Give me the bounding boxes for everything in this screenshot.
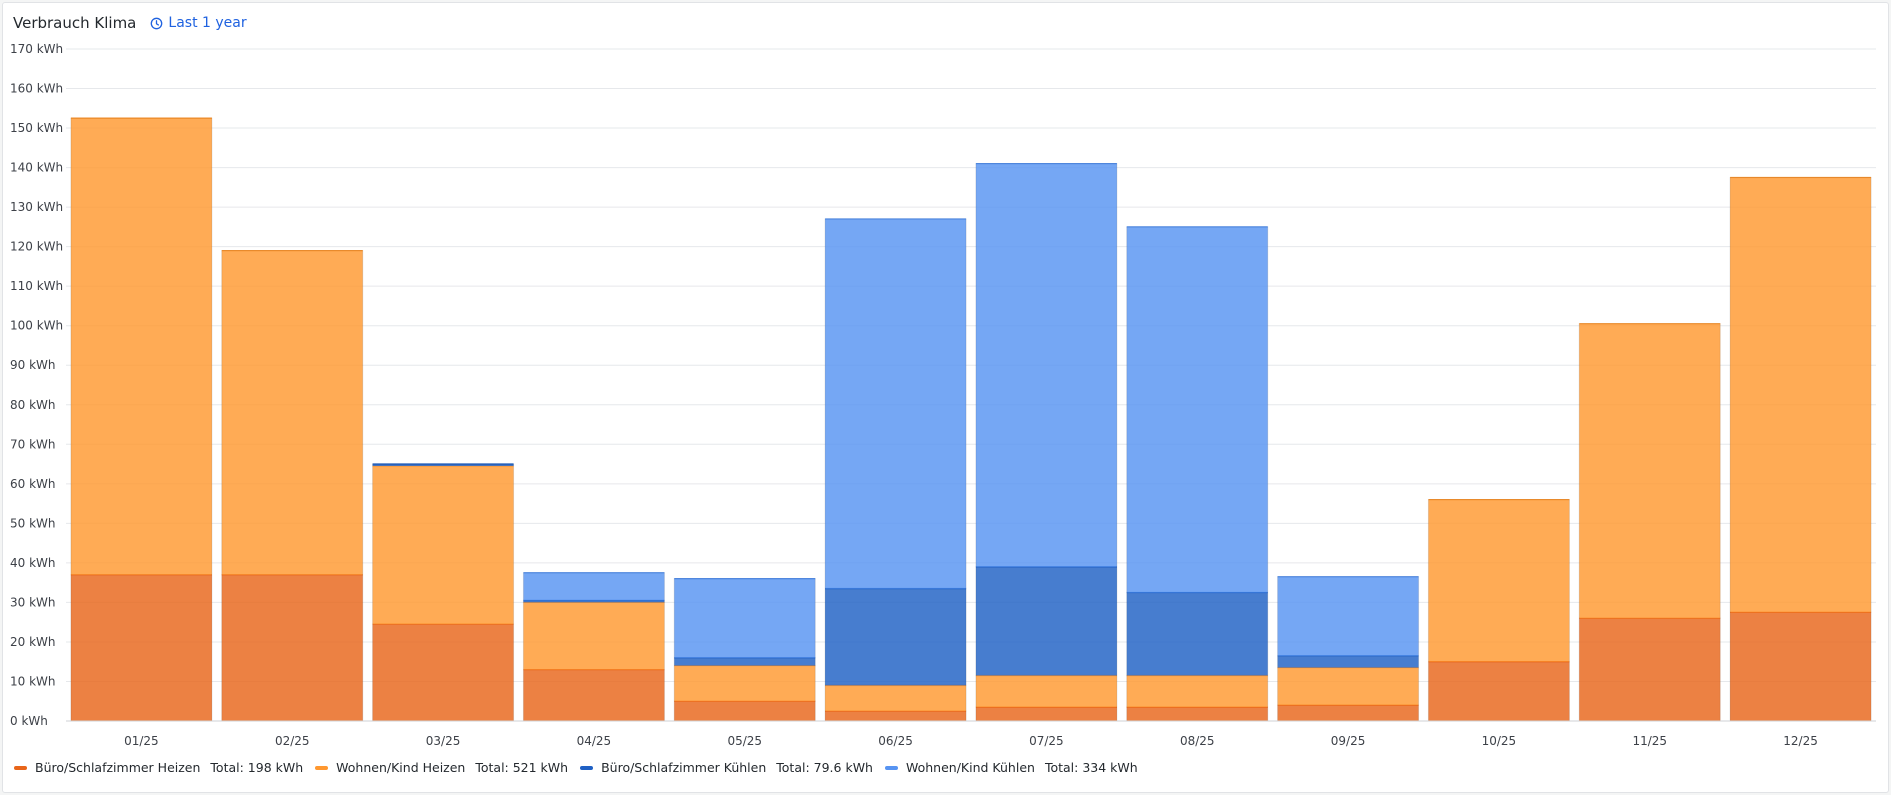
bar-segment[interactable] [975,707,1117,721]
bar-segment[interactable] [1126,226,1268,593]
y-tick-label: 0 kWh [10,714,48,728]
x-tick-label: 08/25 [1180,734,1215,748]
bar-segment[interactable] [1277,667,1419,706]
x-tick-label: 05/25 [727,734,762,748]
bar-segment[interactable] [1277,576,1419,656]
legend-item[interactable]: Wohnen/Kind Kühlen Total: 334 kWh [884,760,1138,775]
bar-segment[interactable] [975,566,1117,676]
bar-segment[interactable] [1730,612,1872,721]
legend-swatch [315,765,329,770]
legend-series-total: Total: 334 kWh [1044,760,1138,775]
y-tick-label: 80 kWh [10,398,56,412]
bar-segment[interactable] [1126,592,1268,676]
bar-segment[interactable] [70,574,212,721]
bar-segment[interactable] [1730,177,1872,613]
bar-segment[interactable] [1579,618,1721,721]
bar-segment[interactable] [825,588,967,686]
y-tick-label: 150 kWh [10,121,63,135]
bar-segment[interactable] [523,602,665,670]
bar-segment[interactable] [523,600,665,603]
bar-segment[interactable] [372,466,514,625]
legend-item[interactable]: Wohnen/Kind Heizen Total: 521 kWh [315,760,568,775]
x-tick-label: 11/25 [1632,734,1667,748]
x-tick-label: 07/25 [1029,734,1064,748]
legend-swatch [14,765,27,770]
y-tick-label: 120 kWh [10,240,63,254]
bar-segment[interactable] [975,675,1117,708]
x-tick-label: 01/25 [124,734,159,748]
legend-series-total: Total: 521 kWh [475,760,569,775]
bar-segment[interactable] [1428,499,1570,662]
y-tick-label: 110 kWh [10,279,63,293]
y-tick-label: 20 kWh [10,635,56,649]
bar-segment[interactable] [1428,661,1570,721]
legend-series-name: Büro/Schlafzimmer Kühlen [601,760,767,775]
bar-segment[interactable] [1579,323,1721,619]
legend-series-name: Büro/Schlafzimmer Heizen [35,760,201,775]
bar-segment[interactable] [1126,707,1268,721]
panel-header: Verbrauch Klima Last 1 year [13,11,247,35]
legend-swatch [580,765,594,770]
time-range-label: Last 1 year [168,15,247,31]
y-tick-label: 50 kWh [10,516,56,530]
bar-segment[interactable] [1277,655,1419,668]
bar-segment[interactable] [221,574,363,721]
legend-series-total: Total: 79.6 kWh [776,760,873,775]
bar-segment[interactable] [1277,705,1419,721]
y-tick-label: 40 kWh [10,556,56,570]
legend-series-total: Total: 198 kWh [210,760,304,775]
panel-title: Verbrauch Klima [13,14,137,32]
x-tick-label: 04/25 [577,734,612,748]
y-tick-label: 10 kWh [10,674,56,688]
y-tick-label: 160 kWh [10,82,63,96]
bar-segment[interactable] [372,464,514,467]
bar-segment[interactable] [674,657,816,666]
y-tick-label: 70 kWh [10,437,56,451]
y-tick-label: 90 kWh [10,358,56,372]
y-tick-label: 140 kWh [10,161,63,175]
bar-segment[interactable] [372,624,514,721]
bar-segment[interactable] [523,669,665,721]
bar-segment[interactable] [523,572,665,601]
legend-swatch [884,765,898,770]
time-range-link[interactable]: Last 1 year [150,15,247,31]
bar-segment[interactable] [825,711,967,721]
clock-icon [151,17,163,29]
y-tick-label: 130 kWh [10,200,63,214]
bar-segment[interactable] [221,250,363,575]
legend-series-name: Wohnen/Kind Heizen [336,760,466,775]
y-tick-label: 100 kWh [10,319,63,333]
legend-item[interactable]: Büro/Schlafzimmer Heizen Total: 198 kWh [14,760,303,775]
bar-segment[interactable] [1126,675,1268,708]
x-tick-label: 12/25 [1783,734,1818,748]
x-tick-label: 10/25 [1482,734,1517,748]
bar-segment[interactable] [674,665,816,702]
y-tick-label: 170 kWh [10,42,63,56]
x-tick-label: 02/25 [275,734,310,748]
bar-segment[interactable] [70,118,212,575]
bar-segment[interactable] [825,218,967,589]
y-tick-label: 30 kWh [10,595,56,609]
chart-legend: Büro/Schlafzimmer Heizen Total: 198 kWh Wo… [14,760,1138,775]
bar-segment[interactable] [975,163,1117,567]
x-tick-label: 09/25 [1331,734,1366,748]
bar-segment[interactable] [674,578,816,658]
bar-segment[interactable] [674,701,816,721]
legend-item[interactable]: Büro/Schlafzimmer Kühlen Total: 79.6 kWh [580,760,873,775]
x-tick-label: 03/25 [426,734,461,748]
y-tick-label: 60 kWh [10,477,56,491]
legend-series-name: Wohnen/Kind Kühlen [905,760,1035,775]
bar-segment[interactable] [825,685,967,712]
x-tick-label: 06/25 [878,734,913,748]
